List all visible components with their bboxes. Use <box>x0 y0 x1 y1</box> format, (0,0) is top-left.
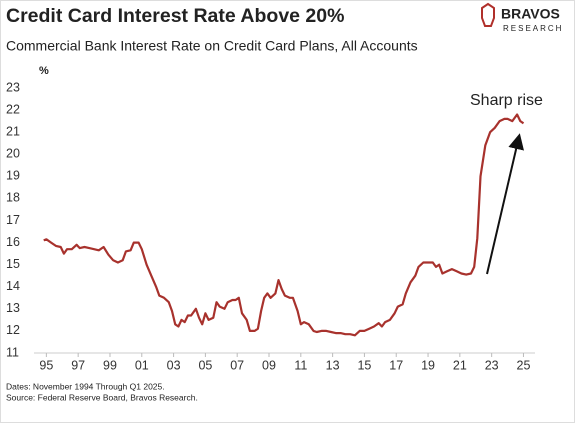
arrow <box>486 133 524 275</box>
logo: BRAVOS RESEARCH <box>481 2 563 33</box>
x-tick-label: 03 <box>167 358 181 372</box>
data-line <box>43 113 525 337</box>
logo-tagline: RESEARCH <box>503 24 563 33</box>
y-tick-label: 18 <box>6 191 20 205</box>
note: Source: Federal Reserve Board, Bravos Re… <box>6 392 198 402</box>
chart-title: Credit Card Interest Rate Above 20% <box>6 5 344 27</box>
y-tick-label: 20 <box>6 147 20 161</box>
chart-subtitle: Commercial Bank Interest Rate on Credit … <box>6 38 418 54</box>
x-tick-label: 97 <box>71 358 85 372</box>
logo-name: BRAVOS <box>501 6 560 22</box>
y-tick-label: 21 <box>6 124 20 138</box>
x-tick-label: 17 <box>389 358 403 372</box>
y-axis-label: % <box>39 65 49 77</box>
x-tick-label: 11 <box>294 358 307 372</box>
y-tick-label: 17 <box>6 213 20 227</box>
y-tick-label: 22 <box>6 102 20 116</box>
x-tick-label: 19 <box>421 358 435 372</box>
x-tick-label: 07 <box>230 358 244 372</box>
x-tick-label: 15 <box>357 358 371 372</box>
x-tick-label: 13 <box>326 358 340 372</box>
x-tick-label: 99 <box>103 358 117 372</box>
y-tick-label: 11 <box>6 345 19 359</box>
x-tick-label: 21 <box>453 358 467 372</box>
logo-icon <box>481 2 495 27</box>
x-tick-label: 05 <box>198 358 212 372</box>
y-tick-label: 16 <box>6 235 20 249</box>
annotation: Sharp rise <box>470 92 543 109</box>
y-tick-label: 14 <box>6 279 20 293</box>
x-tick-label: 25 <box>517 358 531 372</box>
y-tick-label: 12 <box>6 323 20 337</box>
x-tick-label: 23 <box>485 358 499 372</box>
y-tick-label: 19 <box>6 169 20 183</box>
note: Dates: November 1994 Through Q1 2025. <box>6 381 165 391</box>
x-tick-label: 09 <box>262 358 276 372</box>
x-tick-label: 95 <box>39 358 53 372</box>
y-tick-label: 13 <box>6 301 20 315</box>
y-tick-label: 15 <box>6 257 20 271</box>
x-tick-label: 01 <box>135 358 149 372</box>
y-tick-label: 23 <box>6 80 20 94</box>
